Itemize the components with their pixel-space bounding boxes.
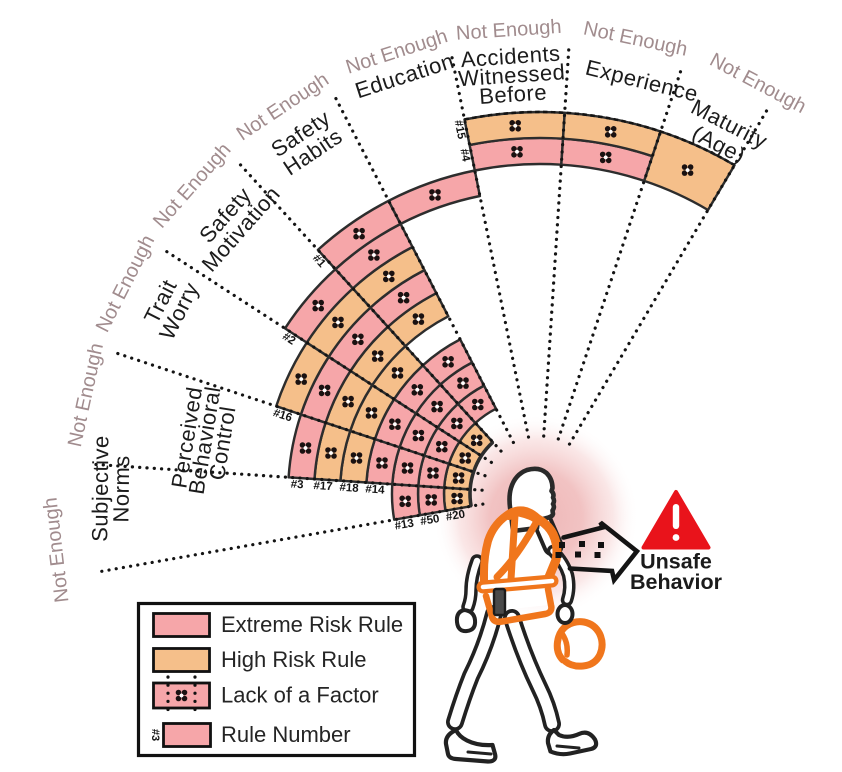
svg-text:Before: Before <box>478 79 547 108</box>
svg-text:#18: #18 <box>339 482 360 495</box>
svg-text:Subjective: Subjective <box>87 435 113 542</box>
svg-text:High Risk Rule: High Risk Rule <box>221 647 367 672</box>
svg-text:#13: #13 <box>394 517 415 532</box>
svg-text:Norms: Norms <box>108 455 134 523</box>
svg-text:#50: #50 <box>419 513 440 528</box>
svg-text:#14: #14 <box>365 483 386 496</box>
svg-text:#20: #20 <box>445 508 466 523</box>
svg-text:Extreme Risk Rule: Extreme Risk Rule <box>221 612 403 637</box>
svg-text:Rule Number: Rule Number <box>221 722 351 747</box>
svg-text:Behavior: Behavior <box>630 570 723 594</box>
svg-text:#17: #17 <box>313 480 333 493</box>
svg-text:#16: #16 <box>272 407 294 424</box>
svg-text:#2: #2 <box>280 331 297 348</box>
svg-text:#15: #15 <box>452 119 468 141</box>
svg-text:#4: #4 <box>457 148 471 164</box>
svg-text:#3: #3 <box>290 478 304 491</box>
svg-text:#3: #3 <box>149 729 161 741</box>
svg-text:Lack of a Factor: Lack of a Factor <box>221 683 379 708</box>
svg-text:Unsafe: Unsafe <box>640 550 712 574</box>
